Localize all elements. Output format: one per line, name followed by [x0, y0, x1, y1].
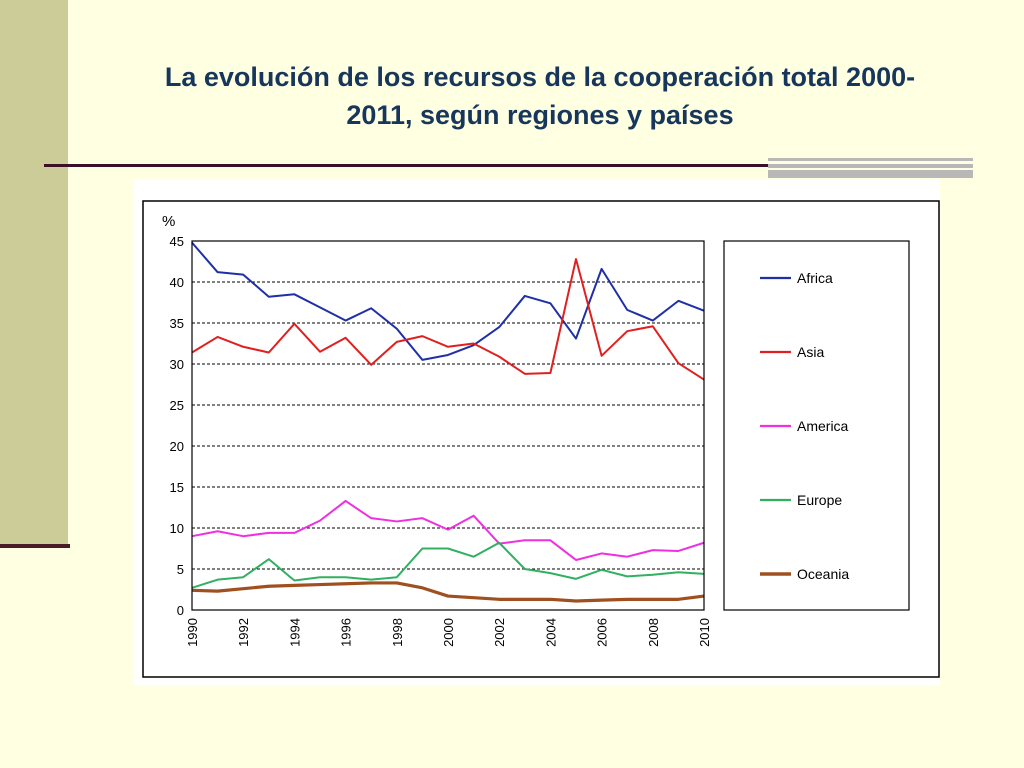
y-axis-ticks: 0 5 10 15 20 25 30 35 40 45 — [170, 234, 184, 618]
y-tick-label: 5 — [177, 562, 184, 577]
legend-box — [723, 240, 910, 611]
left-band-rule — [0, 544, 70, 548]
x-tick-label: 2006 — [595, 618, 610, 647]
x-tick-label: 2000 — [441, 618, 456, 647]
x-axis-ticks: 1990 1992 1994 1996 1998 2000 2002 2004 2006 2008… — [185, 618, 712, 647]
series-line-europe — [191, 541, 705, 589]
legend-label-africa: Africa — [797, 270, 833, 286]
x-tick-label: 2008 — [646, 618, 661, 647]
title-divider — [44, 164, 768, 167]
y-tick-label: 35 — [170, 316, 184, 331]
y-tick-label: 40 — [170, 275, 184, 290]
slide-title-line-1: La evolución de los recursos de la coope… — [164, 62, 916, 92]
x-tick-label: 1990 — [185, 618, 200, 647]
legend-label-europe: Europe — [797, 492, 842, 508]
chart-figure: 0 5 10 15 20 25 30 35 40 45 1990 1992 1994 1996 1998 2… — [134, 180, 940, 686]
left-decorative-band — [0, 0, 68, 545]
legend-label-oceania: Oceania — [797, 566, 849, 582]
series-line-asia — [191, 258, 705, 381]
grid-lines — [192, 281, 704, 570]
y-tick-label: 45 — [170, 234, 184, 249]
y-axis-label: % — [162, 213, 175, 230]
title-accent-bar — [768, 158, 973, 178]
legend: Africa Asia America Europe Oceania — [760, 270, 849, 582]
x-tick-label: 1992 — [236, 618, 251, 647]
series-lines — [191, 241, 705, 603]
y-tick-label: 0 — [177, 603, 184, 618]
y-tick-label: 25 — [170, 398, 184, 413]
slide-title: La evolución de los recursos de la coope… — [100, 58, 980, 134]
y-tick-label: 20 — [170, 439, 184, 454]
y-tick-label: 15 — [170, 480, 184, 495]
y-tick-label: 30 — [170, 357, 184, 372]
x-tick-label: 2010 — [697, 618, 712, 647]
slide-title-line-2: 2011, según regiones y países — [346, 100, 734, 130]
series-line-africa — [191, 241, 705, 361]
legend-label-asia: Asia — [797, 344, 824, 360]
plot-area-frame — [191, 240, 705, 611]
x-tick-label: 1996 — [339, 618, 354, 647]
x-tick-label: 2002 — [492, 618, 507, 647]
x-tick-label: 1994 — [287, 618, 302, 647]
y-tick-label: 10 — [170, 521, 184, 536]
series-line-oceania — [191, 581, 705, 603]
line-chart: 0 5 10 15 20 25 30 35 40 45 1990 1992 1994 1996 1998 2… — [142, 200, 940, 678]
x-tick-label: 2004 — [543, 618, 558, 647]
series-line-america — [191, 499, 705, 561]
x-tick-label: 1998 — [390, 618, 405, 647]
legend-label-america: America — [797, 418, 849, 434]
